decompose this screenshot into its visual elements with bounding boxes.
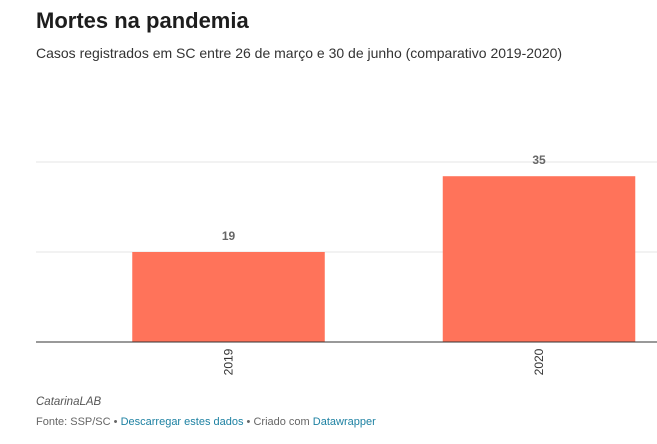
tick-label-2019: 2019 — [222, 348, 236, 375]
bar-2020 — [442, 176, 636, 342]
bar-2019 — [132, 252, 325, 342]
chart-title: Mortes na pandemia — [36, 8, 249, 33]
datawrapper-link[interactable]: Datawrapper — [312, 416, 376, 428]
chart-subtitle: Casos registrados em SC entre 26 de març… — [36, 45, 563, 61]
byline: CatarinaLAB — [36, 396, 102, 408]
separator: • — [246, 416, 251, 428]
created-with-label: Criado com — [253, 416, 310, 428]
value-label-2020: 35 — [532, 153, 546, 167]
x-tick-labels: 2019 2020 — [222, 348, 547, 375]
footer: Fonte: SSP/SC • Descarregar estes dados … — [36, 416, 376, 428]
separator: • — [113, 416, 118, 428]
download-data-link[interactable]: Descarregar estes dados — [120, 416, 244, 428]
bars — [132, 176, 636, 342]
value-label-2019: 19 — [222, 229, 236, 243]
source-label: Fonte: SSP/SC — [36, 416, 111, 428]
tick-label-2020: 2020 — [532, 348, 546, 375]
